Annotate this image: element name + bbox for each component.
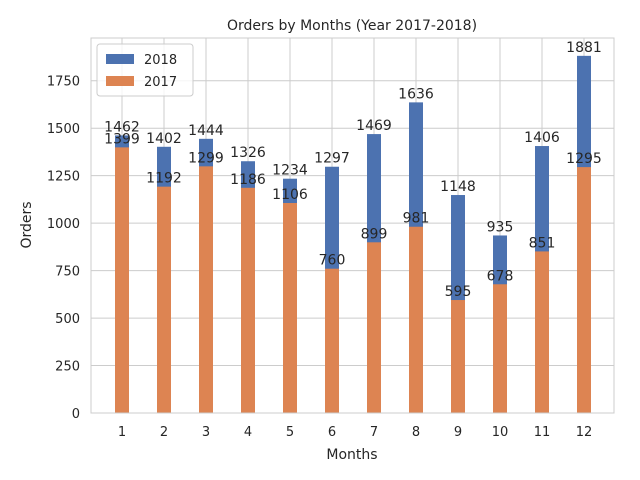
legend-label-2018: 2018: [144, 53, 177, 68]
bar-2017-11: [535, 251, 549, 413]
data-label-2017-12: 1295: [566, 151, 602, 167]
bar-2017-4: [241, 187, 255, 413]
bar-2017-12: [577, 167, 591, 413]
data-label-2018-10: 935: [487, 219, 514, 235]
data-label-2017-5: 1106: [272, 187, 308, 203]
x-tick-label: 10: [492, 425, 509, 440]
data-label-2018-5: 1234: [272, 163, 308, 179]
x-tick-label: 4: [244, 425, 252, 440]
x-axis-label: Months: [326, 447, 377, 463]
bar-2017-2: [157, 186, 171, 413]
data-label-2018-1: 1462: [104, 119, 140, 135]
x-tick-label: 1: [118, 425, 126, 440]
data-label-2017-3: 1299: [188, 150, 224, 166]
data-label-2017-11: 851: [529, 235, 556, 251]
bar-2017-7: [367, 242, 381, 413]
y-tick-label: 750: [55, 265, 80, 280]
chart-title: Orders by Months (Year 2017-2018): [227, 18, 477, 34]
data-label-2018-6: 1297: [314, 151, 350, 167]
y-tick-label: 1750: [47, 75, 80, 90]
data-label-2017-7: 899: [361, 226, 388, 242]
data-label-2018-9: 1148: [440, 179, 476, 195]
data-label-2017-2: 1192: [146, 171, 182, 187]
x-tick-label: 12: [576, 425, 593, 440]
x-tick-label: 6: [328, 425, 336, 440]
legend-label-2017: 2017: [144, 75, 177, 90]
data-label-2018-11: 1406: [524, 130, 560, 146]
x-tick-label: 3: [202, 425, 210, 440]
x-tick-label: 9: [454, 425, 462, 440]
legend-swatch-2017: [106, 76, 134, 86]
y-tick-label: 0: [72, 407, 80, 422]
y-axis-label: Orders: [19, 201, 35, 248]
bar-2017-10: [493, 284, 507, 413]
data-label-2017-9: 595: [445, 284, 472, 300]
x-tick-label: 7: [370, 425, 378, 440]
x-tick-label: 5: [286, 425, 294, 440]
data-label-2018-4: 1326: [230, 145, 266, 161]
bar-2017-9: [451, 300, 465, 413]
bar-2017-5: [283, 203, 297, 413]
data-label-2017-4: 1186: [230, 172, 266, 188]
y-tick-label: 1500: [47, 122, 80, 137]
bar-2017-6: [325, 268, 339, 413]
data-label-2017-8: 981: [403, 211, 430, 227]
y-tick-label: 1000: [47, 217, 80, 232]
y-tick-label: 250: [55, 360, 80, 375]
data-label-2017-10: 678: [487, 268, 514, 284]
data-label-2018-2: 1402: [146, 131, 182, 147]
data-label-2017-1: 1399: [104, 131, 140, 147]
legend: 2018 2017: [96, 43, 194, 97]
data-labels: 1462 1402 1444 1326 1234 1297 1469 1636 1148 935 1…: [104, 40, 602, 300]
data-label-2018-7: 1469: [356, 118, 392, 134]
y-tick-label: 500: [55, 312, 80, 327]
bar-2017-3: [199, 166, 213, 413]
data-label-2018-12: 1881: [566, 40, 602, 56]
legend-swatch-2018: [106, 54, 134, 64]
data-label-2018-8: 1636: [398, 86, 434, 102]
bar-2017-1: [115, 147, 129, 413]
x-tick-label: 2: [160, 425, 168, 440]
bars-group: [115, 55, 591, 414]
data-label-2017-6: 760: [319, 253, 346, 269]
y-tick-label: 1250: [47, 170, 80, 185]
data-label-2018-3: 1444: [188, 123, 224, 139]
x-tick-label: 8: [412, 425, 420, 440]
plot-frame: [90, 37, 615, 414]
bar-2017-8: [409, 226, 423, 413]
x-tick-label: 11: [534, 425, 551, 440]
